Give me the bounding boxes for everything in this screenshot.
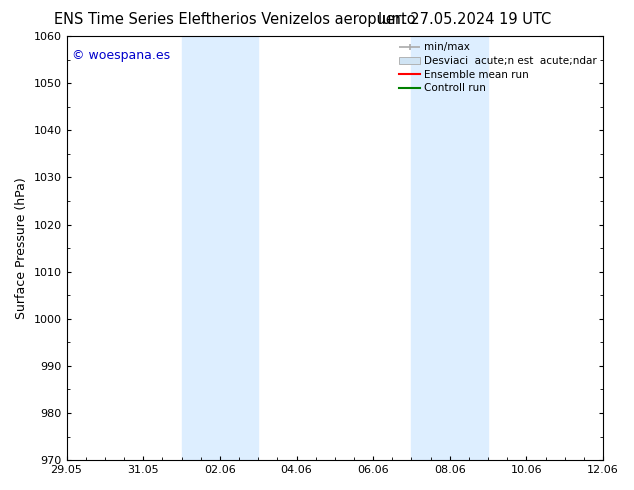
Legend: min/max, Desviaci  acute;n est  acute;ndar, Ensemble mean run, Controll run: min/max, Desviaci acute;n est acute;ndar…: [395, 38, 601, 98]
Bar: [411, 36, 488, 460]
Text: lun. 27.05.2024 19 UTC: lun. 27.05.2024 19 UTC: [378, 12, 552, 27]
Text: © woespana.es: © woespana.es: [72, 49, 170, 62]
Y-axis label: Surface Pressure (hPa): Surface Pressure (hPa): [15, 177, 28, 319]
Text: ENS Time Series Eleftherios Venizelos aeropuerto: ENS Time Series Eleftherios Venizelos ae…: [54, 12, 415, 27]
Bar: [181, 36, 258, 460]
